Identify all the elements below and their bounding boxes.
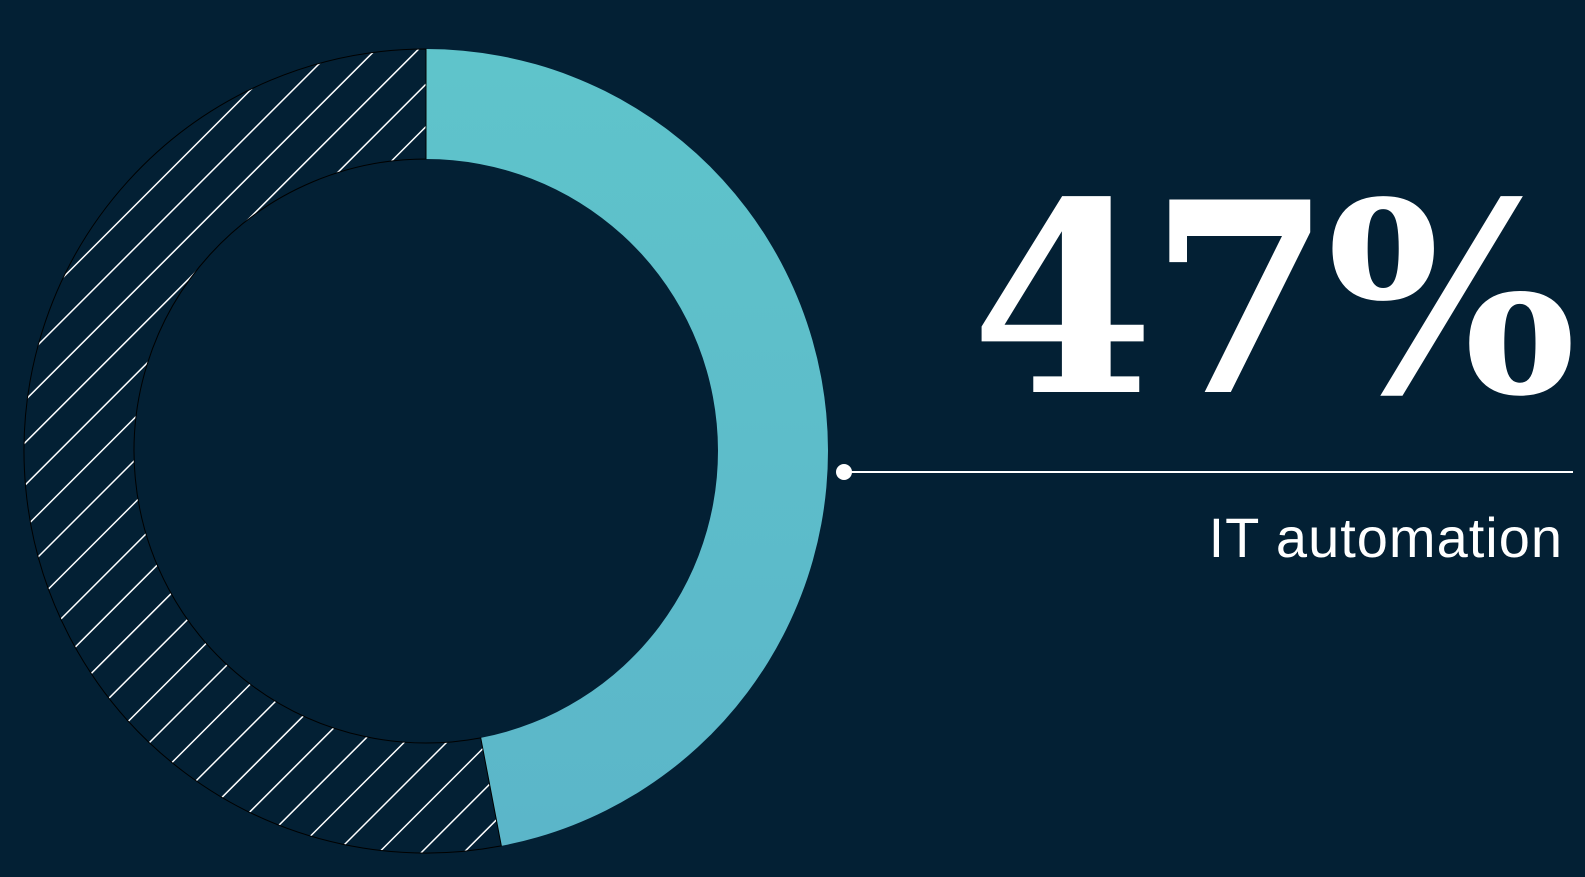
connector-line xyxy=(843,471,1573,473)
category-caption: IT automation xyxy=(1208,506,1563,569)
percentage-value: 47% xyxy=(970,145,1577,455)
donut-segment-it-automation xyxy=(426,49,828,846)
donut-segment-remainder xyxy=(23,48,502,854)
